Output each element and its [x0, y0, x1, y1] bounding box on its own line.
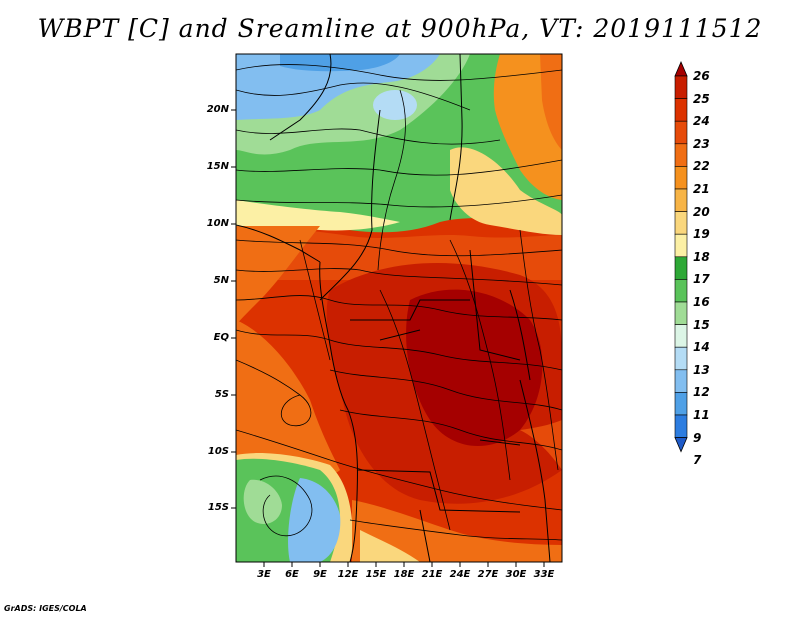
colorbar-label: 9	[693, 430, 702, 445]
wbpt-field	[236, 54, 562, 562]
colorbar-bottom-arrow	[674, 437, 688, 453]
lon-label: 21E	[421, 569, 443, 580]
lat-label: 5S	[214, 389, 229, 400]
colorbar-label: 19	[693, 227, 710, 242]
chart-title: WBPT [C] and Sreamline at 900hPa, VT: 20…	[37, 14, 763, 43]
lat-label: 15N	[206, 161, 229, 172]
lat-label: 10S	[207, 446, 229, 457]
lon-label: 15E	[365, 569, 387, 580]
lat-label: 5N	[213, 275, 229, 286]
latitude-ticks	[231, 109, 236, 509]
lon-label: 6E	[285, 569, 299, 580]
lat-label: EQ	[213, 332, 229, 343]
lon-label: 24E	[449, 569, 471, 580]
country-borders	[236, 54, 551, 562]
colorbar-label: 26	[693, 69, 710, 83]
colorbar-label: 15	[693, 317, 710, 332]
lon-label: 18E	[393, 569, 415, 580]
lat-label: 10N	[206, 218, 229, 229]
colorbar	[674, 60, 688, 453]
colorbar-swatch	[674, 414, 688, 438]
lat-label: 20N	[206, 104, 229, 115]
colorbar-label: 14	[693, 340, 710, 355]
colorbar-swatch	[674, 392, 688, 416]
colorbar-label: 13	[693, 362, 710, 377]
colorbar-label: 24	[693, 114, 710, 129]
lon-label: 9E	[313, 569, 327, 580]
colorbar-label: 18	[693, 249, 710, 264]
colorbar-label: 17	[693, 272, 710, 287]
lon-label: 30E	[505, 569, 527, 580]
colorbar-swatch	[674, 143, 688, 167]
colorbar-label: 7	[693, 453, 702, 468]
colorbar-label: 11	[693, 408, 710, 422]
colorbar-swatch	[674, 75, 688, 99]
lat-label: 15S	[207, 502, 229, 513]
colorbar-swatch	[674, 233, 688, 258]
lon-label: 12E	[337, 569, 359, 580]
longitude-ticks	[263, 562, 545, 567]
colorbar-label: 12	[693, 385, 710, 400]
colorbar-swatch	[674, 346, 688, 371]
colorbar-swatch	[674, 98, 688, 122]
colorbar-swatch	[674, 324, 688, 348]
lon-label: 27E	[477, 569, 499, 580]
colorbar-label: 20	[693, 204, 710, 219]
lon-label: 3E	[257, 569, 271, 580]
colorbar-swatch	[674, 301, 688, 325]
colorbar-label: 25	[693, 91, 710, 106]
colorbar-swatch	[674, 211, 688, 235]
colorbar-swatch	[674, 166, 688, 190]
colorbar-label: 23	[693, 136, 710, 151]
colorbar-swatch	[674, 188, 688, 212]
colorbar-swatch	[674, 120, 688, 145]
colorbar-swatch	[674, 256, 688, 280]
colorbar-swatch	[674, 279, 688, 303]
colorbar-label: 21	[693, 182, 710, 196]
footer-credit: GrADS: IGES/COLA	[4, 604, 87, 613]
lon-label: 33E	[533, 569, 555, 580]
colorbar-label: 22	[693, 159, 710, 174]
colorbar-swatch	[674, 369, 688, 393]
streamlines	[236, 64, 562, 541]
colorbar-label: 16	[693, 295, 710, 309]
colorbar-top-arrow	[674, 60, 688, 77]
